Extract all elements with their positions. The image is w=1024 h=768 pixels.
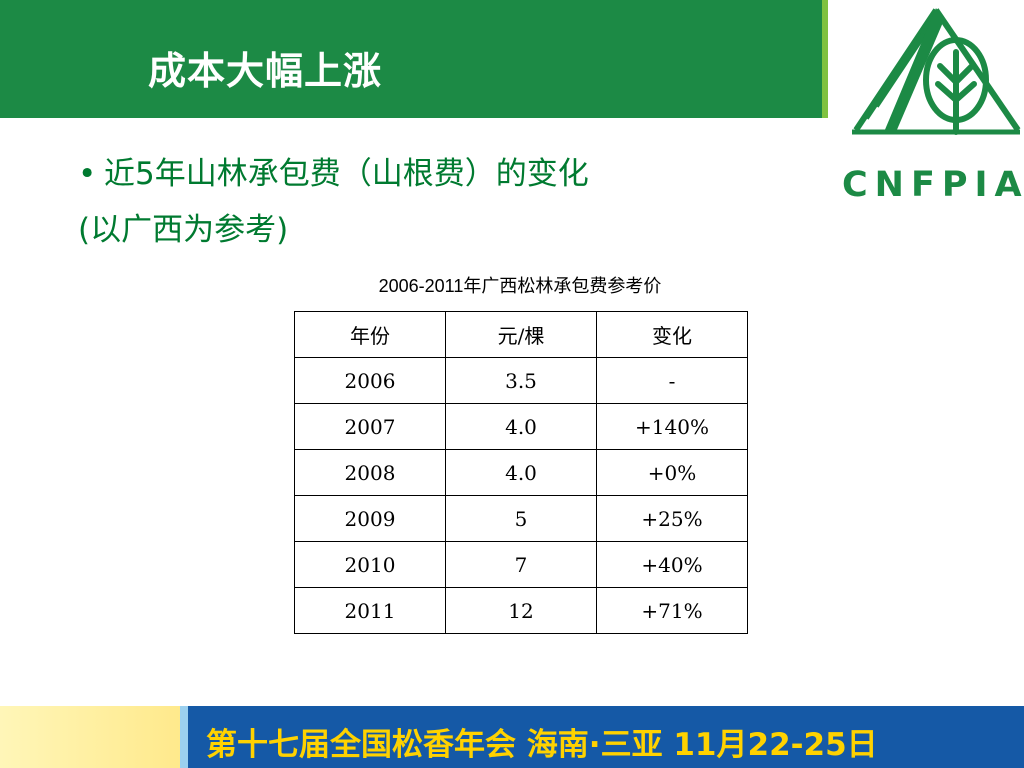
table-row: 2010 7 +40% (294, 541, 748, 588)
table-caption: 2006-2011年广西松林承包费参考价 (378, 276, 662, 296)
table-row: 2008 4.0 +0% (294, 449, 748, 496)
table-row: 2006 3.5 - (294, 357, 748, 404)
table-row: 2011 12 +71% (294, 587, 748, 634)
header-price: 元/棵 (445, 311, 597, 358)
cell-year: 2008 (294, 449, 446, 496)
bullet-text-line-2: (以广西为参考) (78, 212, 289, 248)
cell-price: 3.5 (445, 357, 597, 404)
bullet-block: • 近5年山林承包费（山根费）的变化 (以广西为参考) (78, 146, 778, 258)
cell-year: 2010 (294, 541, 446, 588)
footer-light-panel (0, 706, 188, 768)
bullet-text-line-1: 近5年山林承包费（山根费）的变化 (104, 156, 589, 192)
cell-year: 2006 (294, 357, 446, 404)
cell-change: +40% (596, 541, 748, 588)
bullet-line-1: • 近5年山林承包费（山根费）的变化 (78, 146, 778, 202)
table-header-row: 年份 元/棵 变化 (294, 311, 748, 358)
table-row: 2009 5 +25% (294, 495, 748, 542)
title-bar (0, 0, 828, 118)
price-table: 年份 元/棵 变化 2006 3.5 - 2007 4.0 +140% 2008… (294, 311, 748, 634)
cell-price: 5 (445, 495, 597, 542)
cell-change: +0% (596, 449, 748, 496)
cell-change: +71% (596, 587, 748, 634)
header-change: 变化 (596, 311, 748, 358)
tree-triangle-icon (852, 8, 1021, 135)
footer-bar (188, 706, 1024, 768)
cell-price: 4.0 (445, 449, 597, 496)
slide-title: 成本大幅上涨 (148, 49, 383, 93)
cell-year: 2009 (294, 495, 446, 542)
cnfpia-logo: CNFPIA (832, 0, 1024, 210)
cell-price: 7 (445, 541, 597, 588)
cell-change: - (596, 357, 748, 404)
bullet-line-2: (以广西为参考) (78, 202, 778, 258)
cell-price: 12 (445, 587, 597, 634)
cell-year: 2011 (294, 587, 446, 634)
cell-price: 4.0 (445, 403, 597, 450)
cell-change: +140% (596, 403, 748, 450)
table-row: 2007 4.0 +140% (294, 403, 748, 450)
footer-edge-stripe (180, 706, 188, 768)
header-year: 年份 (294, 311, 446, 358)
logo-text: CNFPIA (842, 165, 1024, 205)
bullet-dot-icon: • (78, 156, 97, 192)
title-bar-accent-stripe (822, 0, 828, 118)
cell-change: +25% (596, 495, 748, 542)
footer-text: 第十七届全国松香年会 海南·三亚 11月22-25日 (206, 727, 878, 763)
cell-year: 2007 (294, 403, 446, 450)
